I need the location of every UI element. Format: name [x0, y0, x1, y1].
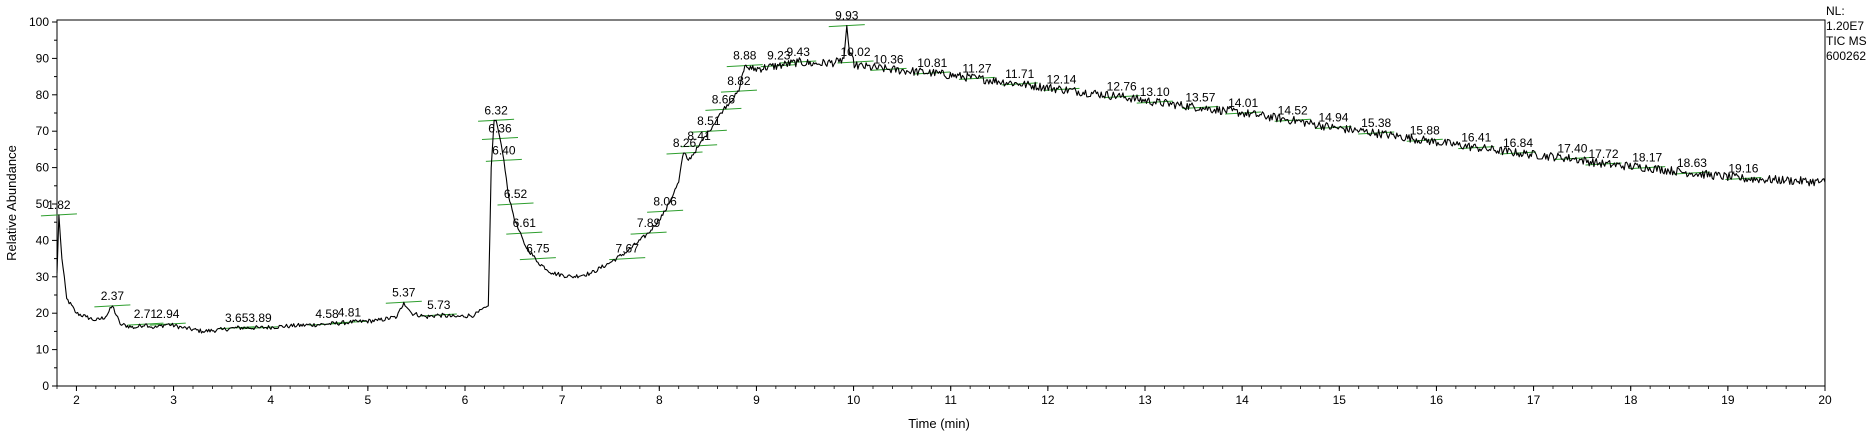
peak-label: 6.52: [504, 187, 528, 201]
x-axis-label: Time (min): [908, 416, 970, 431]
peak-label: 8.66: [712, 92, 736, 106]
x-tick-label: 10: [847, 393, 861, 407]
x-tick-label: 15: [1333, 393, 1347, 407]
peak-label: 5.37: [392, 285, 416, 299]
peak-label: 17.72: [1588, 147, 1618, 161]
x-tick-label: 4: [267, 393, 274, 407]
y-tick-label: 30: [36, 270, 50, 284]
peak-label: 8.41: [687, 129, 711, 143]
peak-baseline: [609, 257, 646, 261]
peak-label: 9.23: [767, 49, 791, 63]
peak-label: 1.82: [47, 198, 71, 212]
x-tick-label: 18: [1624, 393, 1638, 407]
peak-label: 6.40: [492, 143, 516, 157]
tic-trace-line: [56, 25, 1826, 334]
y-axis: 0 10 20 30 40 50 60 70 80 90 100: [29, 15, 57, 393]
peak-baseline: [506, 231, 543, 235]
trace-info-panel: NL: 1.20E7 TIC MS 600262: [1826, 4, 1867, 64]
peak-label: 14.52: [1278, 103, 1308, 117]
peak-label: 5.73: [427, 298, 451, 312]
peak-label: 15.88: [1410, 123, 1440, 137]
peak-label: 6.61: [513, 216, 537, 230]
peak-label: 8.26: [673, 136, 697, 150]
x-tick-label: 17: [1527, 393, 1541, 407]
x-tick-label: 2: [73, 393, 80, 407]
y-tick-label: 100: [29, 15, 49, 29]
peak-label: 10.81: [917, 56, 947, 70]
y-tick-label: 20: [36, 306, 50, 320]
x-tick-label: 3: [170, 393, 177, 407]
peak-label: 11.71: [1005, 67, 1034, 81]
peak-label: 6.75: [526, 242, 550, 256]
y-tick-label: 80: [36, 88, 50, 102]
peak-label: 18.63: [1677, 156, 1707, 170]
peak-label: 6.36: [488, 121, 512, 135]
plot-frame: [56, 19, 1826, 387]
peak-label: 16.84: [1503, 136, 1533, 150]
peak-label: 12.76: [1107, 80, 1137, 94]
trace-label: TIC MS: [1826, 34, 1867, 48]
peak-label: 18.17: [1632, 151, 1662, 165]
peak-labels: 1.82 2.37 2.712.94 3.65 3.89 4.584.81 5.37 5.73…: [47, 9, 1758, 325]
peak-label: 8.51: [697, 114, 721, 128]
peak-label: 15.38: [1361, 116, 1391, 130]
peak-label: 3.65: [225, 311, 249, 325]
y-tick-label: 50: [36, 197, 50, 211]
y-tick-label: 10: [36, 343, 50, 357]
y-tick-label: 90: [36, 51, 50, 65]
y-tick-label: 0: [42, 379, 49, 393]
peak-label: 16.41: [1461, 131, 1491, 145]
peak-label: 12.14: [1046, 72, 1076, 86]
peak-label: 4.81: [338, 305, 362, 319]
peak-label: 6.32: [484, 103, 508, 117]
peak-label: 13.10: [1140, 85, 1170, 99]
peak-label: 3.89: [248, 311, 272, 325]
nl-value: 1.20E7: [1826, 19, 1865, 33]
peak-baseline: [837, 60, 874, 64]
peak-label: 11.27: [962, 61, 991, 75]
peak-label: 9.93: [835, 9, 859, 23]
peak-label: 10.36: [874, 52, 904, 66]
y-axis-label: Relative Abundance: [4, 145, 19, 261]
nl-label: NL:: [1826, 4, 1845, 18]
x-tick-label: 13: [1138, 393, 1152, 407]
peak-label: 9.43: [787, 45, 811, 59]
peak-baseline: [497, 202, 534, 206]
x-tick-label: 12: [1041, 393, 1055, 407]
y-tick-label: 60: [36, 161, 50, 175]
peak-label: 14.94: [1318, 111, 1348, 125]
peak-label: 4.58: [315, 307, 339, 321]
x-tick-label: 16: [1430, 393, 1444, 407]
peak-label: 7.89: [637, 216, 661, 230]
y-tick-label: 40: [36, 233, 50, 247]
peak-label: 2.71: [134, 307, 158, 321]
x-tick-label: 19: [1721, 393, 1735, 407]
x-tick-label: 7: [559, 393, 566, 407]
peak-label: 2.37: [101, 289, 125, 303]
x-tick-label: 5: [365, 393, 372, 407]
peak-label: 14.01: [1228, 96, 1258, 110]
peak-label: 17.40: [1557, 142, 1587, 156]
peak-label: 2.94: [156, 307, 180, 321]
peak-label: 8.88: [733, 49, 757, 63]
peak-label: 7.67: [616, 242, 640, 256]
x-tick-label: 8: [656, 393, 663, 407]
peak-baseline: [519, 257, 556, 261]
y-tick-label: 70: [36, 124, 50, 138]
peak-label: 8.06: [653, 194, 677, 208]
peak-label: 8.82: [727, 74, 751, 88]
x-tick-label: 20: [1818, 393, 1832, 407]
x-tick-label: 11: [944, 393, 957, 407]
x-tick-label: 6: [462, 393, 469, 407]
x-axis: 2 3 4 5 6 7 8 9 10 11 12 13 14 15 16 17 18 19 20: [56, 386, 1832, 407]
peak-label: 19.16: [1728, 162, 1758, 176]
sample-id: 600262: [1826, 49, 1867, 63]
x-tick-label: 9: [753, 393, 760, 407]
peak-label: 13.57: [1185, 91, 1215, 105]
peak-label: 10.02: [840, 45, 870, 59]
x-tick-label: 14: [1235, 393, 1249, 407]
